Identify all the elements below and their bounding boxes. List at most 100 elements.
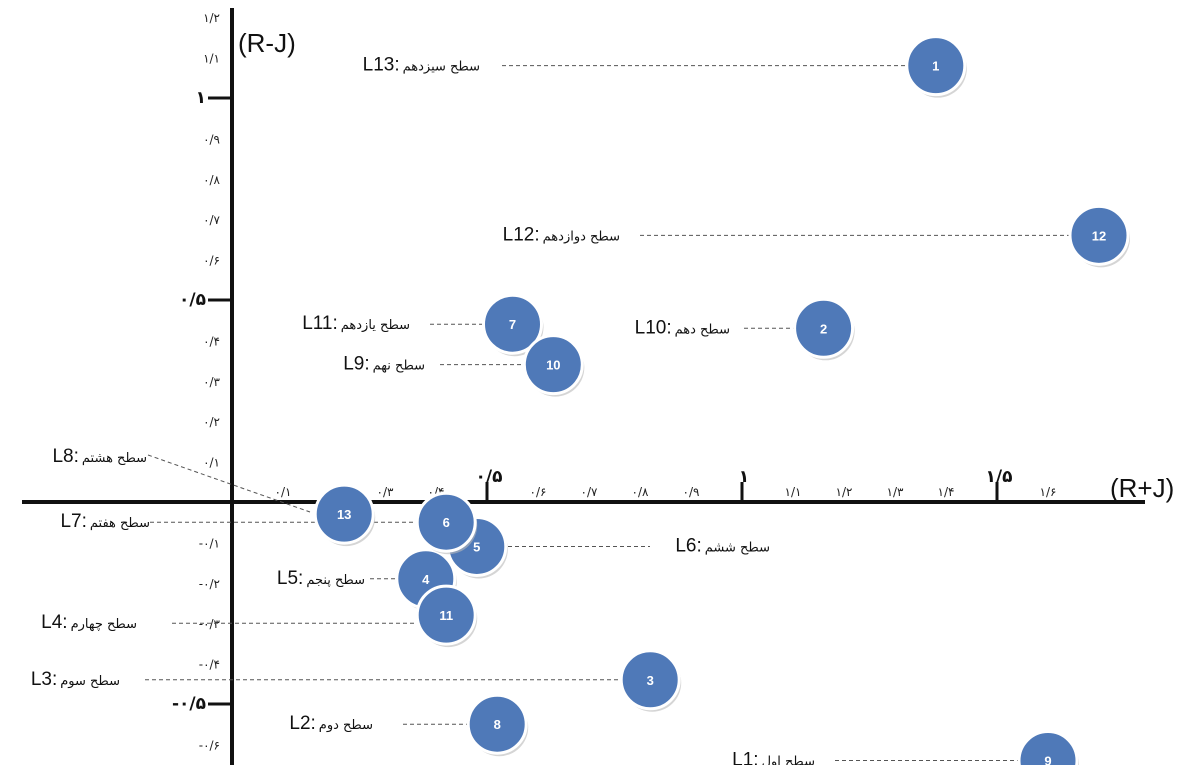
y-tick-label: -۰/۲ [199,577,220,591]
level-id: L11: [302,313,338,334]
level-id: L1: [732,750,758,765]
level-name: سطح هفتم [90,516,150,531]
x-tick-label: ۰/۷ [581,485,598,499]
y-axis-title: (R-J) [238,28,296,58]
level-label: L8: سطح هشتم [52,446,147,467]
x-tick-label: ۱ [739,467,749,487]
x-tick-label: ۰/۵ [476,467,503,487]
point-number: 7 [509,317,516,332]
x-tick-label: ۰/۸ [632,485,649,499]
level-id: L13: [363,55,400,76]
level-name: سطح پنجم [306,573,365,588]
level-name: سطح دوم [319,718,373,733]
data-point [482,293,543,355]
y-tick-label: ۰/۶ [203,254,220,268]
y-tick-label: ۱/۱ [203,52,220,66]
point-number: 9 [1044,754,1051,765]
point-number: 12 [1092,228,1106,243]
level-label: L4: سطح چهارم [41,612,137,633]
y-tick-label: ۰/۷ [203,213,220,227]
x-tick-label: ۱/۶ [1040,485,1057,499]
level-name: سطح سیزدهم [403,60,480,75]
point-number: 8 [494,717,501,732]
data-point [905,35,967,97]
level-id: L3: [31,669,57,690]
level-label: L9: سطح نهم [343,354,425,375]
x-axis-title: (R+J) [1110,473,1174,503]
level-label: L1: سطح اول [732,750,815,765]
level-label: L7: سطح هفتم [60,511,150,532]
point-number: 1 [932,59,939,74]
y-tick-label: ۰/۱ [203,456,220,470]
leader-lines [145,65,1071,762]
level-label: L5: سطح پنجم [277,568,365,589]
level-name: سطح ششم [705,540,770,555]
x-tick-label: ۱/۱ [785,485,802,499]
level-labels: L13: سطح سیزدهم L12: سطح دوازدهم L11: سطح یاز… [31,55,815,765]
x-tick-label: ۱/۳ [887,485,904,499]
level-id: L5: [277,568,303,589]
level-id: L9: [343,354,369,375]
y-tick-label: -۰/۵ [172,694,206,714]
level-label: L10: سطح دهم [635,317,730,338]
axes-layer: (R+J) (R-J) ۰/۱ ۰/۳ ۰/۴ ۰/۵ ۰/۶ ۰/۷ ۰/۸ ۰/۹ ۱ ۱/۱ ۱/… [22,8,1174,765]
y-tick-label: -۰/۶ [199,738,220,752]
data-point [313,483,375,545]
leader-line [147,454,311,513]
level-name: سطح اول [762,755,815,765]
x-tick-label: ۱/۴ [938,485,955,499]
level-label: L12: سطح دوازدهم [503,224,620,245]
point-number: 11 [439,608,453,623]
point-number: 5 [473,539,480,554]
y-tick-label: ۰/۴ [203,334,220,348]
x-tick-label: ۱/۵ [986,467,1013,487]
level-label: L2: سطح دوم [289,713,373,734]
x-tick-label: ۰/۶ [530,485,547,499]
y-tick-label: ۰/۸ [203,173,220,187]
point-number: 2 [820,321,827,336]
data-point [793,297,855,359]
level-id: L8: [52,446,78,467]
level-name: سطح دوازدهم [543,229,620,244]
level-name: سطح هشتم [82,451,147,466]
level-name: سطح دهم [675,322,730,337]
y-tick-label: ۰/۵ [179,290,206,310]
level-id: L7: [60,511,86,532]
data-point [415,491,477,553]
level-name: سطح یازدهم [341,318,410,333]
y-tick-label: ۰/۹ [203,132,220,146]
x-tick-label: ۰/۳ [377,485,394,499]
y-tick-label: ۱ [196,88,206,108]
y-tick-label: ۰/۲ [203,415,220,429]
data-point [415,584,477,646]
point-number: 3 [647,673,654,688]
level-label: L6: سطح ششم [675,535,770,556]
point-number: 10 [546,358,560,373]
y-tick-label: ۰/۳ [203,375,220,389]
data-point [1017,730,1079,765]
level-label: L13: سطح سیزدهم [363,55,480,76]
level-label: L11: سطح یازدهم [302,313,410,334]
data-point [1068,204,1130,266]
y-tick-label: -۰/۳ [199,617,221,631]
point-number: 6 [443,515,450,530]
point-number: 13 [337,507,351,522]
level-name: سطح سوم [60,674,120,689]
level-id: L2: [289,713,315,734]
level-id: L6: [675,535,701,556]
x-tick-label: ۱/۲ [836,485,853,499]
level-name: سطح نهم [373,359,425,374]
level-id: L10: [635,317,672,338]
y-tick-label: ۱/۲ [203,11,220,25]
level-id: L4: [41,612,67,633]
level-id: L12: [503,224,540,245]
y-tick-label: -۰/۴ [199,658,220,672]
x-tick-label: ۰/۱ [275,485,292,499]
level-label: L3: سطح سوم [31,669,120,690]
data-point [466,693,528,755]
x-tick-label: ۰/۹ [683,485,700,499]
data-point [522,334,584,396]
level-name: سطح چهارم [71,617,137,632]
